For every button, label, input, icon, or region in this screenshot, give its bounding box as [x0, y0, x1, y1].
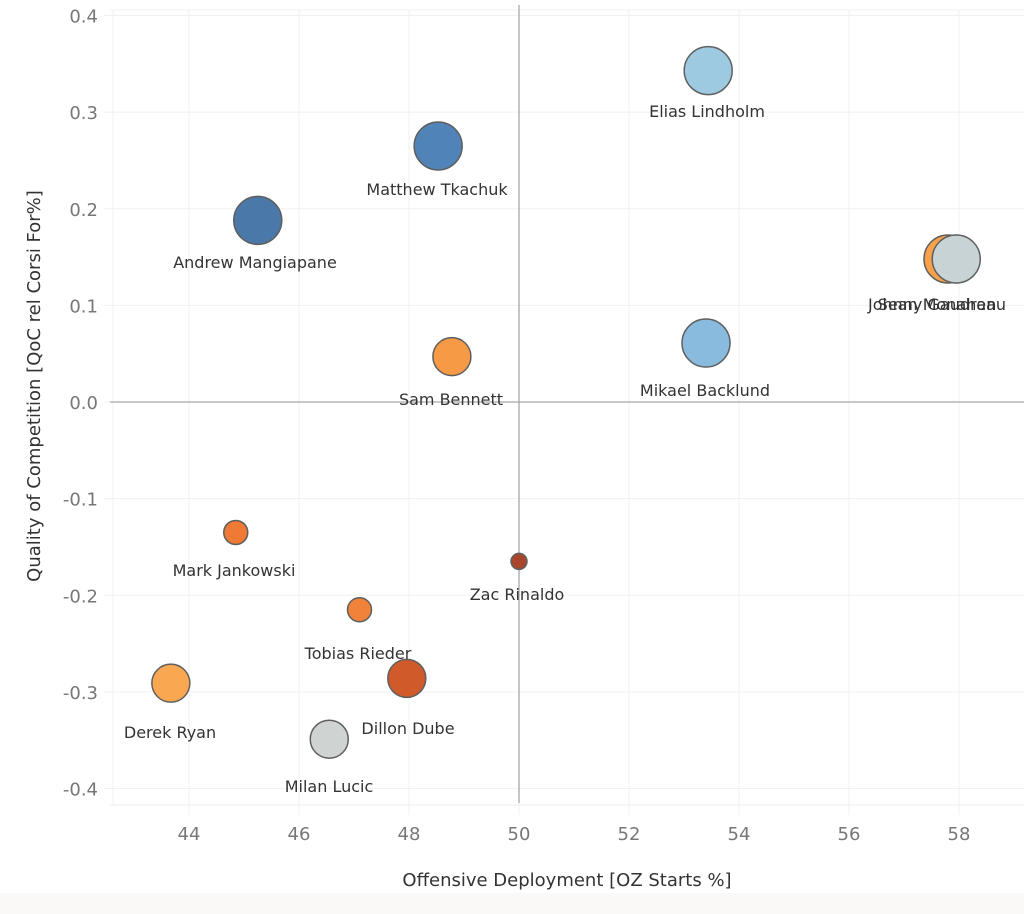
- point-labels: Elias Lindholm Matthew Tkachuk Andrew Mang…: [124, 102, 1006, 796]
- y-tick-label: 0.3: [69, 103, 98, 124]
- y-tick-label: 0.0: [69, 393, 98, 414]
- x-tick-label: 58: [948, 824, 971, 845]
- data-point: [510, 552, 528, 571]
- x-axis-title: Offensive Deployment [OZ Starts %]: [402, 870, 731, 891]
- y-tick-label: -0.4: [63, 780, 98, 801]
- y-tick-label: 0.1: [69, 296, 98, 317]
- y-tick-label: -0.2: [63, 586, 98, 607]
- data-point: [432, 336, 472, 377]
- x-tick-label: 54: [728, 824, 751, 845]
- reference-lines: [110, 5, 1024, 803]
- footer-strip: [0, 893, 1024, 914]
- point-label: Sean Monahan: [878, 295, 997, 314]
- point-label: Milan Lucic: [285, 777, 374, 796]
- data-point: [413, 121, 463, 171]
- data-point: [233, 195, 283, 246]
- data-point: [681, 318, 731, 368]
- x-tick-label: 46: [288, 824, 311, 845]
- point-label: Tobias Rieder: [304, 644, 412, 663]
- data-points: [151, 45, 981, 759]
- data-point: [309, 719, 349, 759]
- point-label: Zac Rinaldo: [470, 585, 565, 604]
- point-label: Mikael Backlund: [640, 381, 770, 400]
- point-label: Matthew Tkachuk: [366, 180, 508, 199]
- data-point: [387, 658, 427, 699]
- data-point: [223, 519, 249, 546]
- y-axis-title: Quality of Competition [QoC rel Corsi Fo…: [24, 190, 45, 582]
- data-point: [931, 234, 981, 284]
- x-tick-label: 44: [178, 824, 201, 845]
- point-label: Dillon Dube: [361, 719, 454, 738]
- x-axis-ticks: 44 46 48 50 52 54 56 58: [178, 824, 971, 845]
- point-label: Sam Bennett: [399, 390, 503, 409]
- point-label: Derek Ryan: [124, 723, 216, 742]
- point-label: Andrew Mangiapane: [173, 253, 337, 272]
- x-tick-label: 48: [398, 824, 421, 845]
- y-tick-label: 0.4: [69, 7, 98, 28]
- y-axis-ticks: 0.4 0.3 0.2 0.1 0.0 -0.1 -0.2 -0.3 -0.4: [63, 7, 98, 801]
- point-label: Elias Lindholm: [649, 102, 765, 121]
- data-point: [683, 45, 733, 96]
- data-point: [151, 663, 191, 703]
- point-label: Mark Jankowski: [173, 561, 296, 580]
- x-tick-label: 56: [838, 824, 861, 845]
- data-point: [346, 596, 373, 623]
- point-label: Johnny Gaudreau: [867, 295, 1006, 314]
- x-tick-label: 50: [508, 824, 531, 845]
- y-tick-label: 0.2: [69, 200, 98, 221]
- y-tick-label: -0.1: [63, 490, 98, 511]
- grid-lines: [104, 9, 1024, 815]
- y-tick-label: -0.3: [63, 683, 98, 704]
- x-tick-label: 52: [618, 824, 641, 845]
